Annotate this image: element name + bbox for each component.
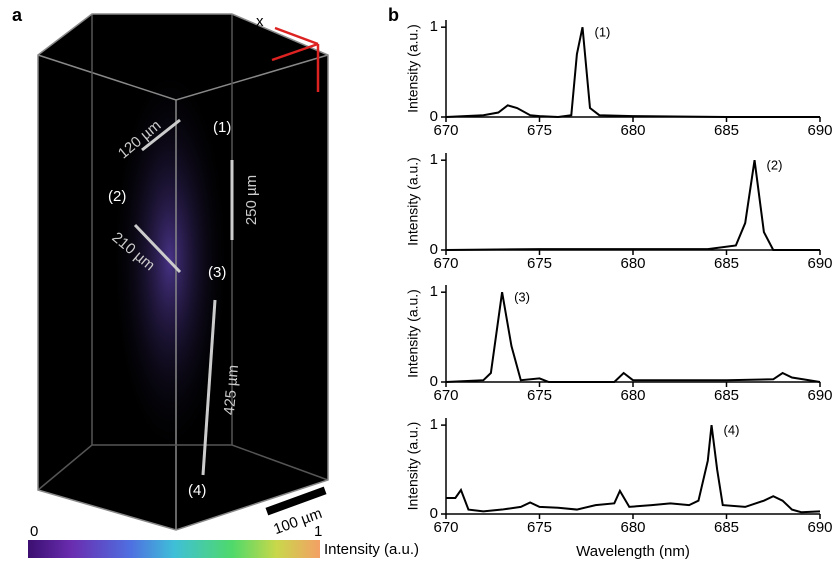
x-tick-label: 685 <box>714 255 739 272</box>
axis-name: x <box>256 13 264 30</box>
x-axis-label: Wavelength (nm) <box>576 543 690 560</box>
colorbar <box>28 540 320 558</box>
spectrum-line <box>445 292 821 383</box>
x-tick-label: 690 <box>807 519 832 536</box>
y-tick-label: 0 <box>430 241 438 258</box>
x-tick-label: 685 <box>714 519 739 536</box>
axis-name: z <box>314 99 322 116</box>
y-tick-label: 1 <box>430 151 438 168</box>
peak-annotation: (4) <box>724 423 740 438</box>
x-tick-label: 680 <box>620 387 645 404</box>
point-label: (3) <box>208 264 226 281</box>
x-tick-label: 675 <box>527 387 552 404</box>
y-axis-label: Intensity (a.u.) <box>405 422 421 511</box>
x-tick-label: 670 <box>433 519 458 536</box>
y-tick-label: 0 <box>430 373 438 390</box>
distance-label: 250 µm <box>243 175 260 225</box>
x-tick-label: 670 <box>433 255 458 272</box>
y-tick-label: 0 <box>430 108 438 125</box>
y-axis-label: Intensity (a.u.) <box>405 24 421 113</box>
x-tick-label: 680 <box>620 122 645 139</box>
x-tick-label: 675 <box>527 255 552 272</box>
x-tick-label: 680 <box>620 519 645 536</box>
x-tick-label: 670 <box>433 122 458 139</box>
peak-annotation: (2) <box>767 158 783 173</box>
panel-label: b <box>388 5 399 25</box>
distance-label: 425 µm <box>221 364 242 416</box>
x-tick-label: 685 <box>714 122 739 139</box>
y-tick-label: 0 <box>430 505 438 522</box>
panel-label: a <box>12 5 23 25</box>
y-tick-label: 1 <box>430 416 438 433</box>
colorbar-min: 0 <box>30 523 38 540</box>
y-tick-label: 1 <box>430 283 438 300</box>
y-axis-label: Intensity (a.u.) <box>405 157 421 246</box>
x-tick-label: 680 <box>620 255 645 272</box>
x-tick-label: 690 <box>807 122 832 139</box>
volume-render <box>37 13 329 531</box>
peak-annotation: (3) <box>514 290 530 305</box>
spectrum-line <box>445 26 820 119</box>
y-tick-label: 1 <box>430 18 438 35</box>
y-axis-label: Intensity (a.u.) <box>405 289 421 378</box>
axis-name: y <box>254 53 262 70</box>
x-tick-label: 690 <box>807 387 832 404</box>
x-tick-label: 690 <box>807 255 832 272</box>
point-label: (2) <box>108 188 126 205</box>
colorbar-label: Intensity (a.u.) <box>324 541 419 558</box>
x-tick-label: 670 <box>433 387 458 404</box>
x-tick-label: 675 <box>527 122 552 139</box>
point-label: (1) <box>213 119 231 136</box>
spectrum-line <box>446 424 821 514</box>
point-label: (4) <box>188 482 206 499</box>
colorbar-max: 1 <box>314 523 322 540</box>
peak-annotation: (1) <box>595 25 611 40</box>
x-tick-label: 685 <box>714 387 739 404</box>
spectrum-line <box>445 160 820 251</box>
x-tick-label: 675 <box>527 519 552 536</box>
